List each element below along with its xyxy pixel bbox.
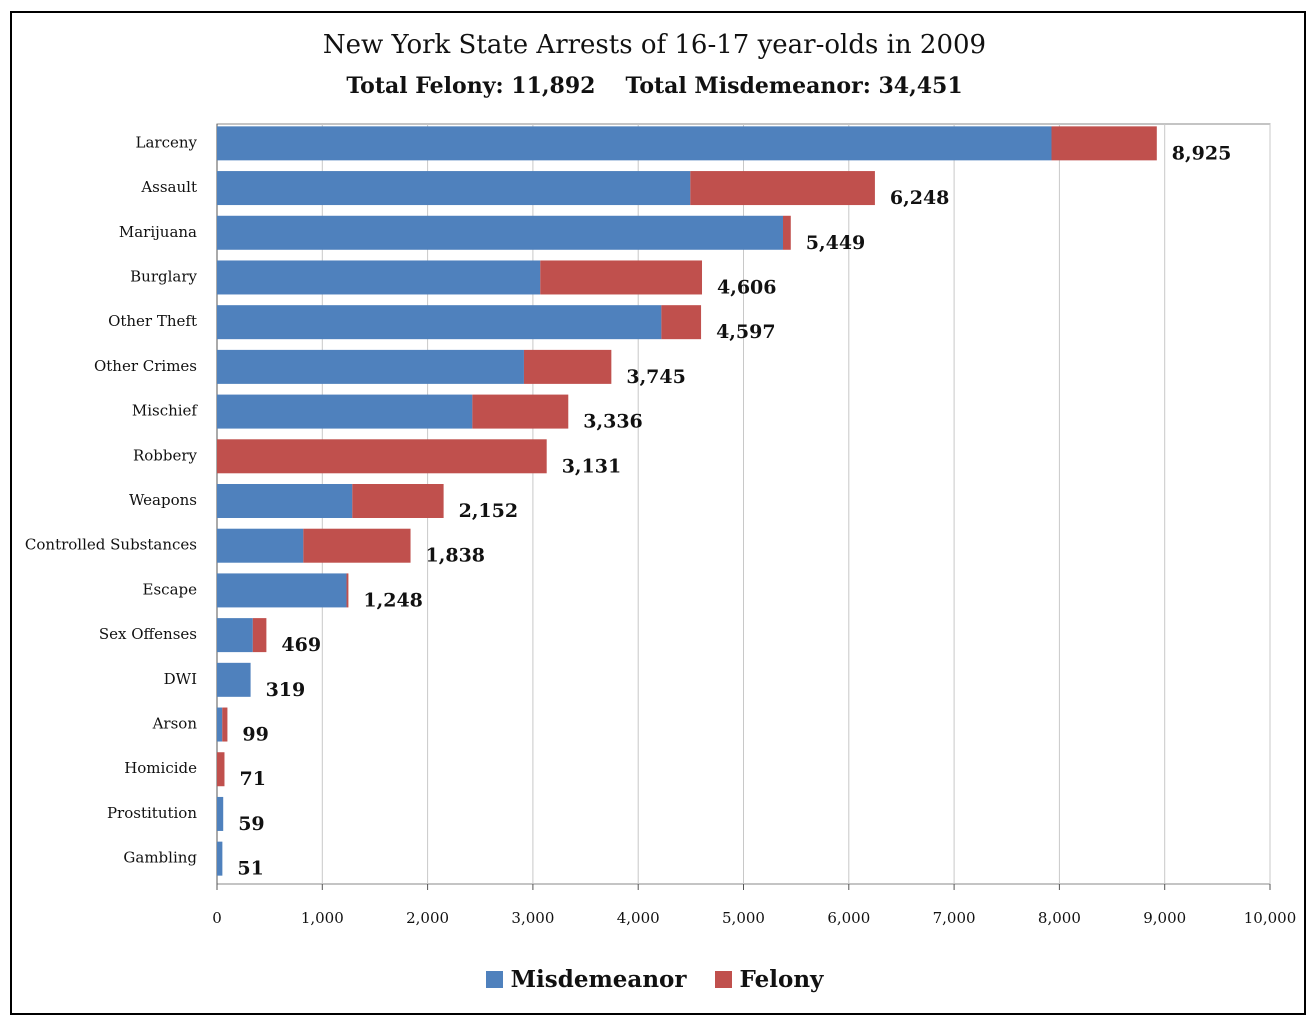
x-tick-label: 4,000 (617, 909, 660, 927)
total-data-label: 3,745 (626, 366, 686, 388)
bar-felony (352, 484, 444, 518)
legend-swatch-misdemeanor (485, 971, 503, 988)
x-tick-label: 0 (212, 909, 222, 927)
total-data-label: 1,248 (363, 589, 423, 611)
bar-felony (782, 215, 791, 250)
bar-misdemeanor (217, 707, 223, 742)
x-tick-label: 3,000 (511, 909, 554, 927)
category-label: Mischief (132, 402, 199, 420)
category-label: Marijuana (119, 223, 197, 241)
x-tick-label: 5,000 (722, 909, 765, 927)
category-label: Other Crimes (94, 357, 197, 375)
bar-misdemeanor (217, 171, 691, 206)
total-data-label: 8,925 (1172, 142, 1232, 164)
bar-misdemeanor (217, 573, 347, 608)
x-tick-label: 6,000 (827, 909, 870, 927)
category-label: Gambling (123, 849, 197, 867)
total-data-label: 6,248 (890, 187, 950, 209)
total-data-label: 59 (238, 813, 264, 835)
bar-misdemeanor (217, 528, 304, 563)
x-tick-label: 9,000 (1143, 909, 1186, 927)
legend-swatch-felony (714, 971, 732, 988)
category-label: Homicide (124, 759, 197, 777)
total-data-label: 51 (237, 858, 263, 880)
bar-misdemeanor (217, 618, 253, 653)
bar-misdemeanor (217, 484, 353, 518)
bar-felony (346, 573, 349, 608)
bar-misdemeanor (217, 215, 783, 250)
bar-felony (222, 707, 228, 742)
bar-felony (252, 618, 267, 653)
total-data-label: 319 (266, 679, 306, 701)
legend: Misdemeanor Felony (0, 966, 1309, 994)
category-label: Sex Offenses (99, 625, 197, 643)
x-tick-label: 1,000 (301, 909, 344, 927)
total-felony: Total Felony: 11,892 (346, 73, 596, 99)
category-label: Other Theft (108, 312, 197, 330)
category-label: Controlled Substances (25, 536, 197, 554)
x-tick-label: 2,000 (406, 909, 449, 927)
category-label: Arson (152, 715, 198, 733)
bar-misdemeanor (217, 394, 473, 429)
total-misdemeanor: Total Misdemeanor: 34,451 (625, 73, 963, 99)
bar-misdemeanor (217, 662, 251, 697)
bar-misdemeanor (217, 349, 524, 384)
bar-felony (303, 528, 411, 563)
bar-misdemeanor (217, 796, 224, 831)
chart-title: New York State Arrests of 16-17 year-old… (322, 30, 987, 60)
total-data-label: 5,449 (806, 232, 866, 254)
total-data-label: 2,152 (459, 500, 519, 522)
bar-misdemeanor (217, 305, 662, 340)
bar-misdemeanor (217, 841, 223, 876)
total-data-label: 469 (281, 634, 321, 656)
bar-felony (472, 394, 569, 429)
total-data-label: 99 (242, 724, 268, 746)
legend-label-felony: Felony (739, 966, 824, 993)
total-data-label: 1,838 (426, 545, 486, 567)
x-tick-label: 8,000 (1038, 909, 1081, 927)
bar-felony (523, 349, 612, 384)
total-data-label: 71 (239, 768, 265, 790)
total-data-label: 4,606 (717, 276, 777, 298)
legend-item-felony: Felony (714, 966, 824, 993)
bar-felony (217, 439, 547, 474)
legend-item-misdemeanor: Misdemeanor (485, 966, 687, 993)
bar-misdemeanor (217, 126, 1052, 161)
x-tick-label: 10,000 (1244, 909, 1297, 927)
chart-subtitle: Total Felony: 11,892 Total Misdemeanor: 3… (0, 73, 1309, 99)
category-label: Weapons (129, 491, 197, 509)
category-label: Escape (143, 580, 198, 598)
category-label: DWI (164, 670, 197, 688)
bar-misdemeanor (217, 260, 541, 295)
total-data-label: 4,597 (716, 321, 776, 343)
bar-felony (661, 305, 702, 340)
category-label: Assault (140, 178, 197, 196)
bar-felony (690, 171, 875, 206)
legend-label-misdemeanor: Misdemeanor (510, 966, 687, 993)
category-label: Larceny (136, 133, 198, 151)
category-label: Prostitution (107, 804, 197, 822)
category-label: Robbery (133, 446, 198, 464)
category-label: Burglary (130, 267, 197, 285)
total-data-label: 3,336 (583, 411, 643, 433)
bar-felony (1051, 126, 1157, 161)
bar-felony (540, 260, 703, 295)
total-data-label: 3,131 (562, 455, 622, 477)
x-tick-label: 7,000 (933, 909, 976, 927)
bar-felony (217, 752, 225, 787)
